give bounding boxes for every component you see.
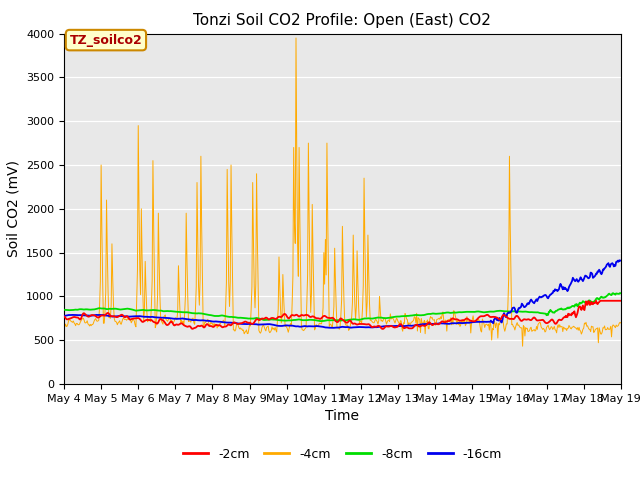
X-axis label: Time: Time — [325, 409, 360, 423]
Text: TZ_soilco2: TZ_soilco2 — [70, 34, 142, 47]
Legend: -2cm, -4cm, -8cm, -16cm: -2cm, -4cm, -8cm, -16cm — [178, 443, 507, 466]
Y-axis label: Soil CO2 (mV): Soil CO2 (mV) — [6, 160, 20, 257]
Title: Tonzi Soil CO2 Profile: Open (East) CO2: Tonzi Soil CO2 Profile: Open (East) CO2 — [193, 13, 492, 28]
